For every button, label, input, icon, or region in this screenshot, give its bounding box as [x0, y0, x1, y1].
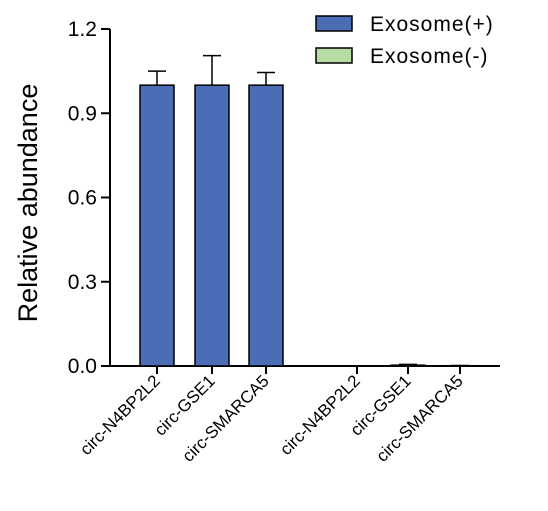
bar-series-0-2 — [248, 84, 284, 367]
bar-series-0-1 — [194, 84, 230, 367]
y-axis: 0.0 0.3 0.6 0.9 1.2 — [68, 18, 111, 378]
error-bars — [148, 54, 469, 367]
category-label: circ-N4BP2L2 — [76, 371, 164, 459]
bar-series-1-1 — [390, 364, 426, 367]
legend-swatch — [315, 47, 353, 64]
bars — [139, 84, 478, 367]
x-axis — [110, 365, 500, 374]
legend-label: Exosome(+) — [370, 13, 494, 36]
legend: Exosome(+) Exosome(-) — [315, 13, 494, 68]
y-tick-label: 0.0 — [68, 355, 97, 378]
legend-label: Exosome(-) — [370, 45, 489, 68]
y-axis-label: Relative abundance — [13, 84, 43, 323]
error-bar — [399, 363, 417, 366]
category-label: circ-N4BP2L2 — [276, 371, 364, 459]
y-tick-label: 1.2 — [68, 18, 97, 41]
error-bar — [203, 54, 221, 86]
y-tick-label: 0.3 — [68, 271, 97, 294]
error-bar — [257, 71, 275, 86]
error-bar — [148, 70, 166, 86]
y-tick-label: 0.9 — [68, 102, 97, 125]
bar-series-0-0 — [139, 84, 175, 367]
legend-swatch — [315, 15, 353, 32]
y-tick-label: 0.6 — [68, 187, 97, 210]
